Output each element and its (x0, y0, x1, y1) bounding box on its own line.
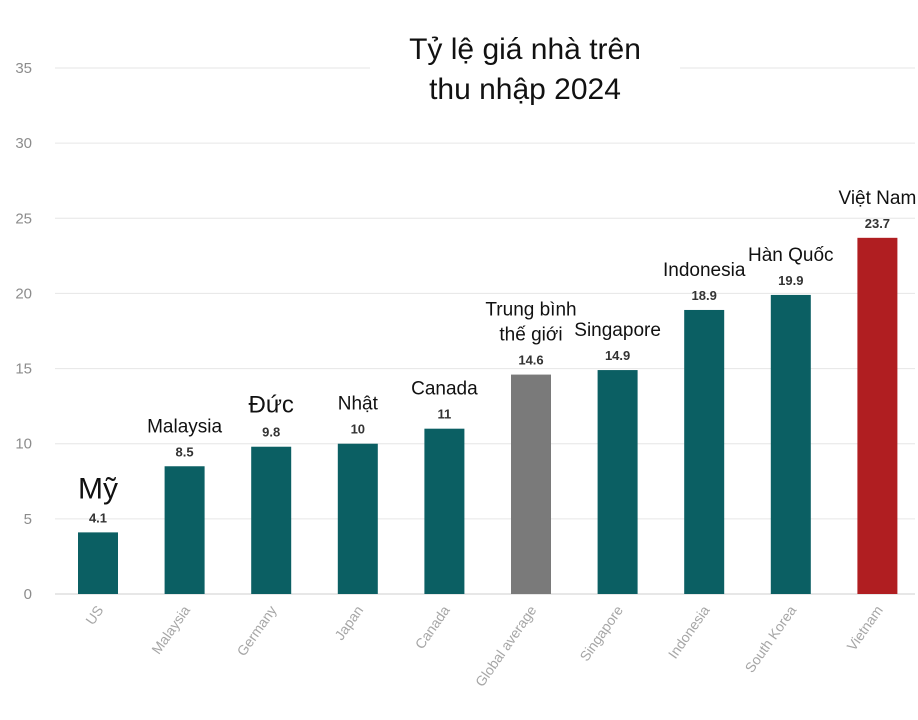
value-label: 8.5 (176, 444, 194, 459)
vietnamese-label: Mỹ (78, 472, 118, 505)
vietnamese-label: Việt Nam (839, 188, 917, 209)
y-tick-label: 10 (15, 436, 32, 453)
x-tick-label: Malaysia (148, 602, 193, 657)
x-axis-categories: US Malaysia Germany Japan Canada Global avera… (82, 602, 886, 689)
chart-title-line-2: thu nhập 2024 (429, 73, 621, 106)
y-tick-label: 5 (24, 511, 32, 528)
bars (78, 237, 898, 594)
x-tick-label: Canada (412, 602, 453, 652)
value-label: 14.6 (518, 353, 543, 368)
value-label: 19.9 (778, 273, 803, 288)
vietnamese-labels: Mỹ Malaysia Đức Nhật Canada Trung bình thế giớ… (78, 188, 916, 506)
bar (251, 446, 292, 594)
x-tick-label: US (82, 603, 106, 628)
vietnamese-label: Malaysia (147, 416, 222, 437)
bar (164, 466, 205, 594)
y-tick-label: 20 (15, 285, 32, 302)
vietnamese-label: Nhật (338, 394, 379, 415)
vietnamese-label: Hàn Quốc (748, 245, 834, 266)
value-label: 11 (438, 407, 452, 422)
value-label: 10 (351, 422, 365, 437)
vietnamese-label: Singapore (574, 320, 661, 341)
bar (511, 374, 551, 594)
bar (597, 370, 638, 594)
bar (424, 428, 465, 594)
y-axis: 0 5 10 15 20 25 30 35 (15, 60, 32, 603)
bar (78, 532, 118, 594)
vietnamese-label: Indonesia (663, 260, 746, 281)
y-tick-label: 25 (15, 210, 32, 227)
bar (684, 309, 725, 594)
vietnamese-label: thế giới (499, 325, 562, 346)
x-tick-label: Japan (331, 603, 366, 643)
chart-title-line-1: Tỷ lệ giá nhà trên (409, 33, 641, 66)
value-label: 4.1 (89, 510, 107, 525)
x-tick-label: Singapore (576, 602, 626, 664)
x-tick-label: South Korea (742, 602, 800, 675)
x-tick-label: Vietnam (843, 603, 885, 654)
y-tick-label: 15 (15, 361, 32, 378)
y-tick-label: 0 (24, 586, 32, 603)
bar (857, 237, 898, 594)
title-background (370, 28, 680, 114)
value-label: 9.8 (262, 425, 280, 440)
vietnamese-label: Trung bình (485, 300, 576, 321)
vietnamese-label: Canada (411, 379, 478, 400)
value-labels: 4.1 8.5 9.8 10 11 14.6 14.9 18.9 19.9 23.7 (89, 216, 890, 526)
vietnamese-label: Đức (248, 392, 293, 419)
x-tick-label: Germany (234, 603, 280, 659)
value-label: 18.9 (692, 288, 717, 303)
bar (770, 294, 811, 594)
value-label: 23.7 (865, 216, 890, 231)
x-tick-label: Global average (472, 602, 540, 689)
bar (337, 443, 378, 594)
value-label: 14.9 (605, 348, 630, 363)
y-tick-label: 35 (15, 60, 32, 77)
y-tick-label: 30 (15, 135, 32, 152)
x-tick-label: Indonesia (665, 602, 713, 661)
